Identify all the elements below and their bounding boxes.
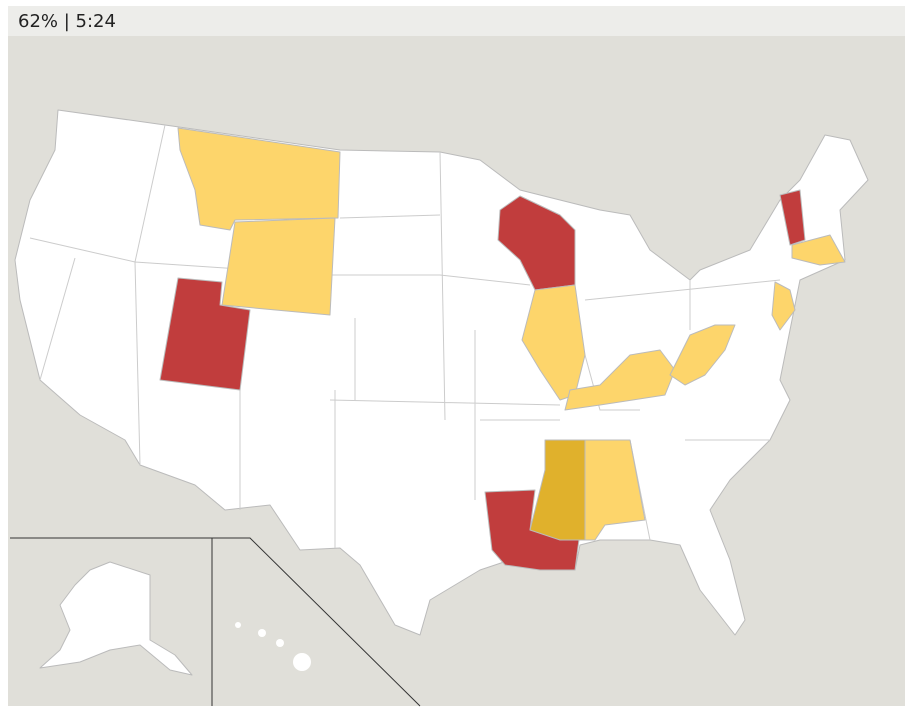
state-illinois[interactable] <box>521 284 586 401</box>
score-and-timer: 62% | 5:24 <box>18 11 116 32</box>
state-west-virginia[interactable] <box>669 324 736 386</box>
state-wyoming[interactable] <box>221 217 336 316</box>
state-massachusetts[interactable] <box>791 234 846 266</box>
state-alaska[interactable] <box>39 561 193 676</box>
state-vermont[interactable] <box>779 189 806 246</box>
state-utah[interactable] <box>159 277 251 391</box>
contiguous-us[interactable] <box>14 109 869 636</box>
status-bar: 62% | 5:24 <box>8 6 905 36</box>
state-montana[interactable] <box>177 127 341 231</box>
inset-frame <box>10 537 421 707</box>
state-louisiana[interactable] <box>484 489 581 571</box>
state-new-jersey[interactable] <box>771 281 796 331</box>
state-alabama[interactable] <box>584 439 646 541</box>
state-hawaii[interactable] <box>235 622 311 671</box>
